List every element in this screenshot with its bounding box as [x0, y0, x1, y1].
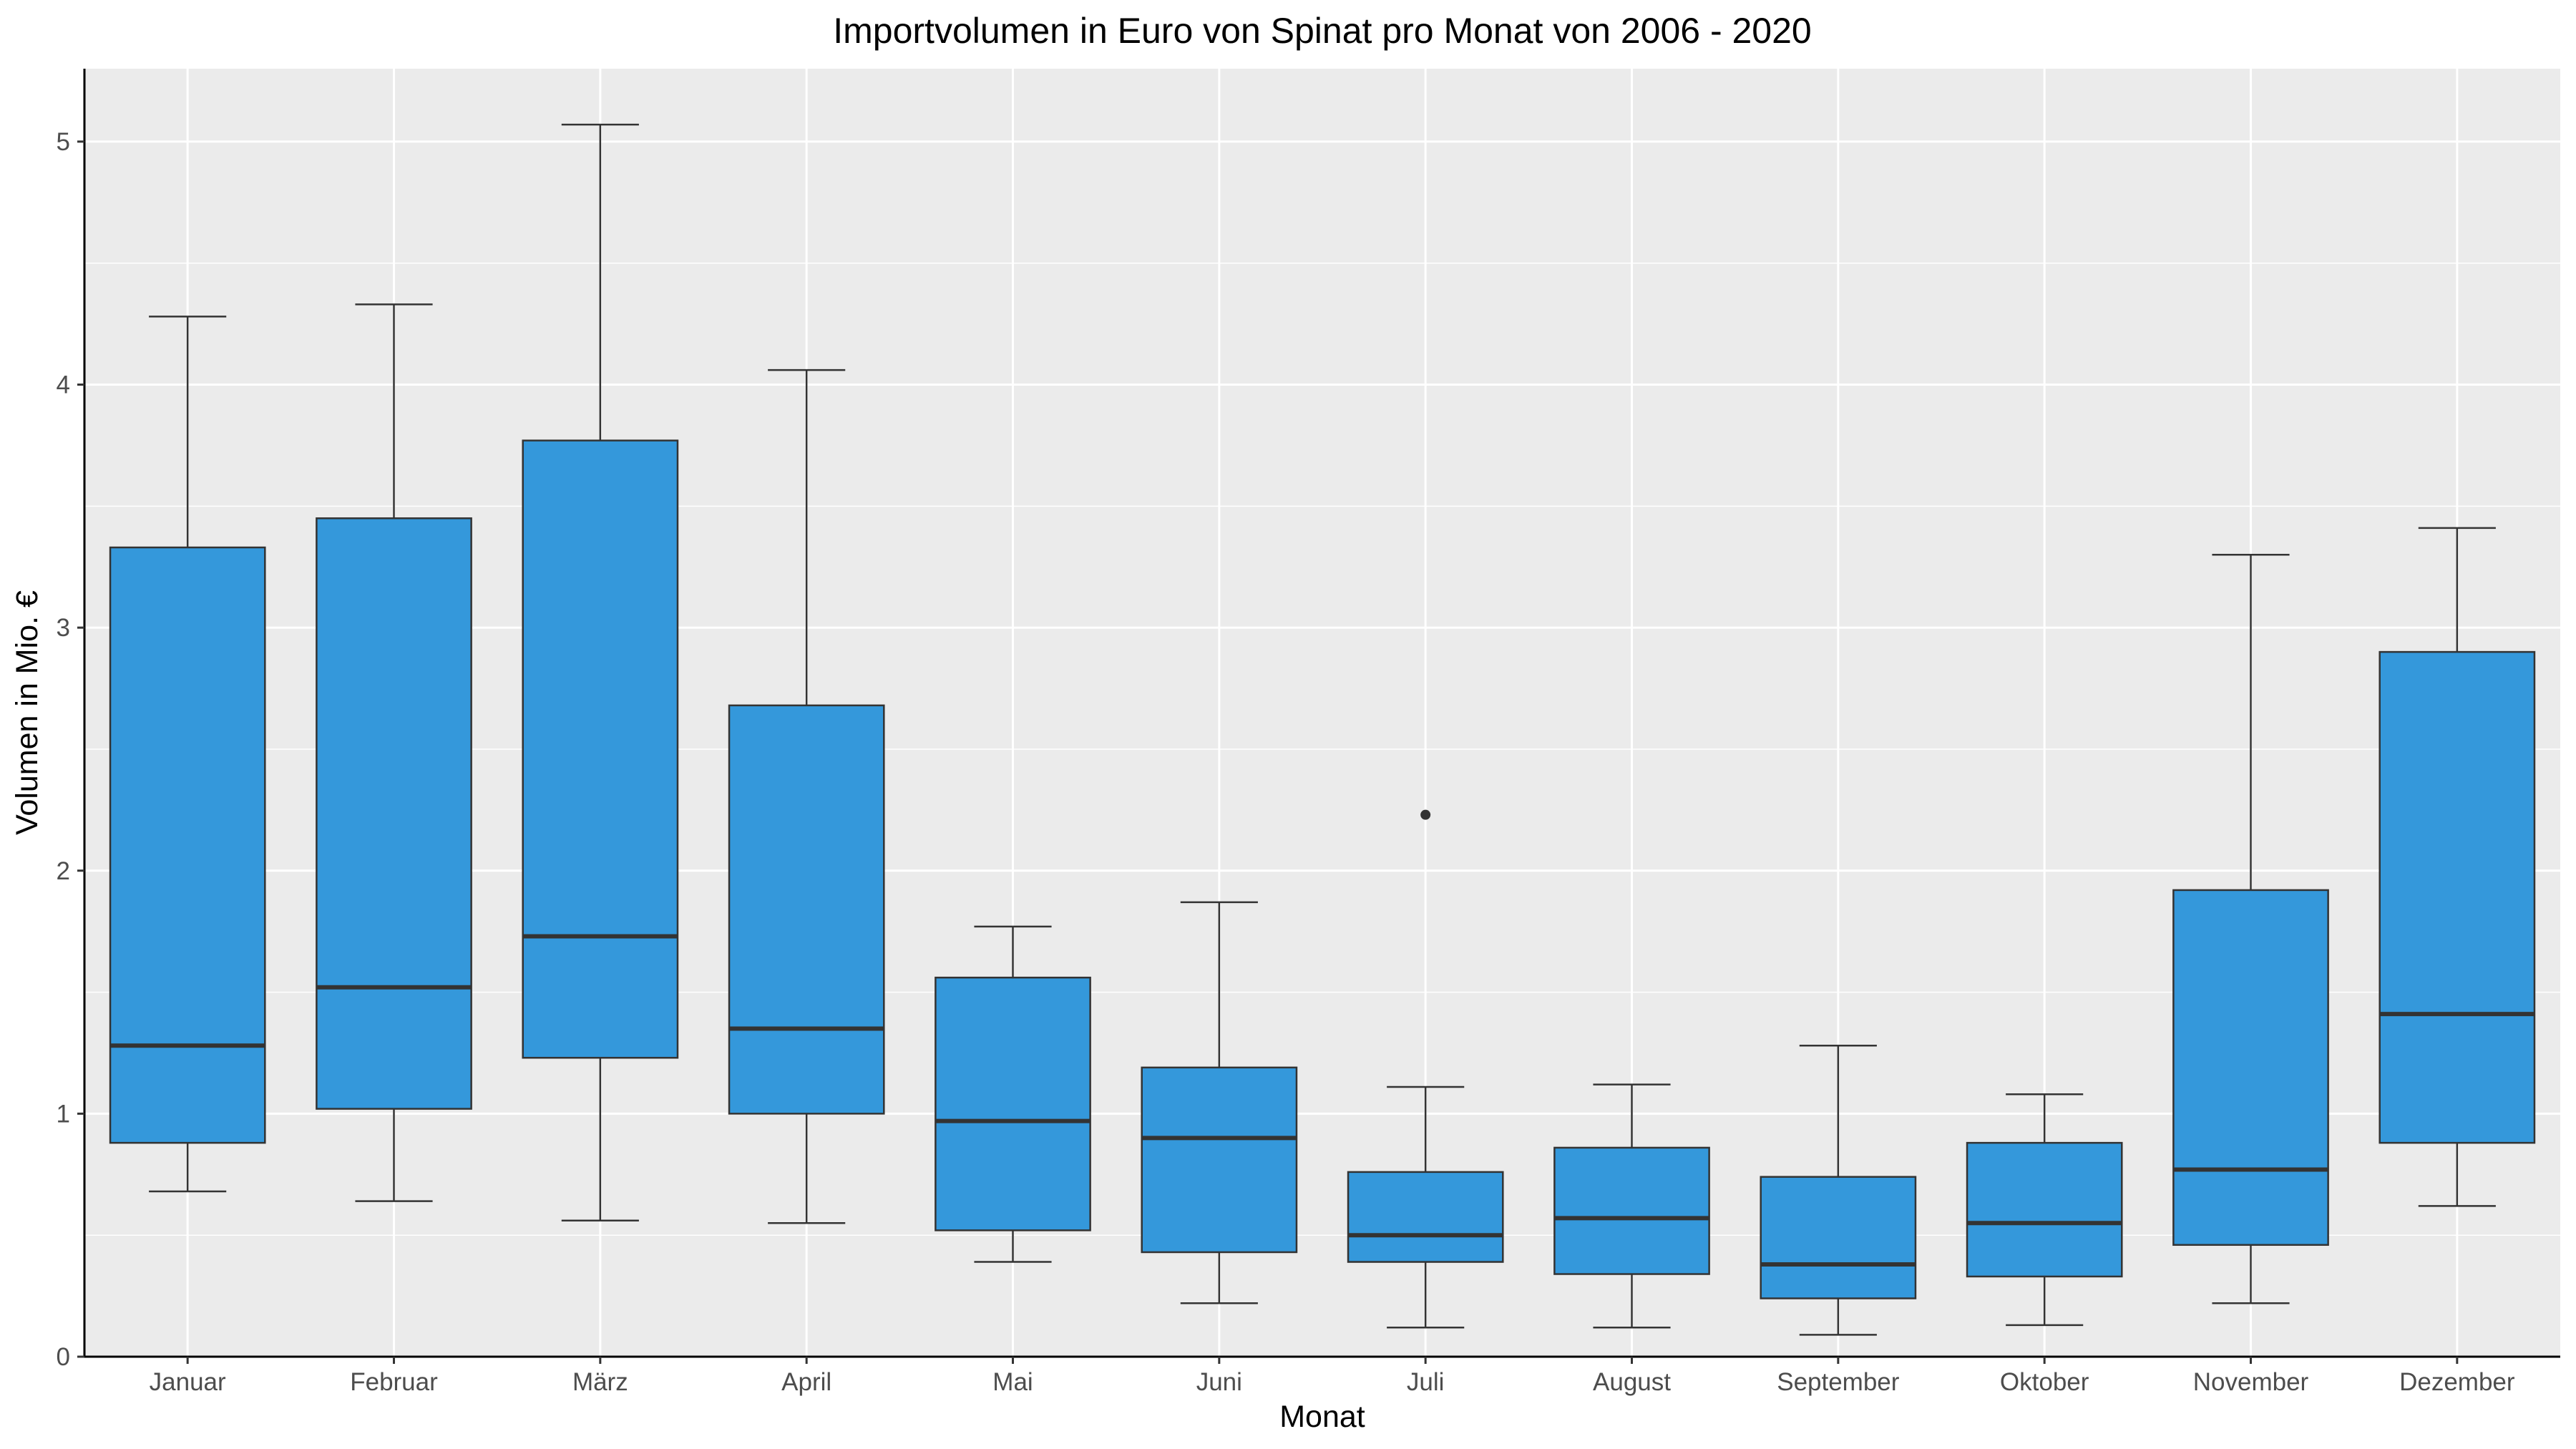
chart-title: Importvolumen in Euro von Spinat pro Mon…	[833, 11, 1811, 51]
box-iqr	[522, 439, 679, 1059]
x-tick-label: Oktober	[2000, 1368, 2089, 1396]
x-tick-label: September	[1777, 1368, 1900, 1396]
outlier-point	[1420, 809, 1431, 820]
axes	[83, 69, 2560, 1358]
box-januar	[109, 316, 266, 1193]
y-tick-label: 1	[57, 1100, 70, 1128]
y-tick-label: 4	[57, 371, 70, 399]
box-iqr	[728, 704, 885, 1115]
box-dezember	[2379, 527, 2536, 1207]
box-iqr	[1141, 1066, 1298, 1254]
box-juni	[1141, 901, 1298, 1304]
box-märz	[522, 123, 679, 1222]
x-tick-label: August	[1593, 1368, 1671, 1396]
box-mai	[935, 925, 1091, 1263]
box-iqr	[316, 517, 472, 1110]
x-tick-label: November	[2193, 1368, 2309, 1396]
x-axis-title: Monat	[1279, 1400, 1365, 1434]
box-iqr	[109, 546, 266, 1144]
boxes	[109, 123, 2536, 1336]
x-tick-label: März	[572, 1368, 628, 1396]
x-tick-label: Februar	[350, 1368, 438, 1396]
box-iqr	[1760, 1176, 1917, 1299]
box-iqr	[1347, 1171, 1504, 1263]
x-tick-label: Mai	[992, 1368, 1033, 1396]
box-iqr	[2379, 650, 2536, 1144]
box-oktober	[1966, 1093, 2123, 1327]
box-februar	[316, 303, 472, 1202]
box-august	[1553, 1083, 1710, 1329]
y-tick-label: 2	[57, 857, 70, 885]
y-tick-label: 5	[57, 128, 70, 156]
box-iqr	[1966, 1141, 2123, 1278]
panel-background	[84, 69, 2560, 1357]
box-iqr	[935, 976, 1091, 1231]
tick-labels: 0 1 2 3 4 5 Januar Februar März April Mai Juni Juli A…	[57, 128, 2515, 1396]
y-tick-label: 3	[57, 614, 70, 642]
box-april	[728, 369, 885, 1224]
x-tick-label: April	[781, 1368, 831, 1396]
box-juli	[1347, 809, 1504, 1329]
x-tick-label: Juni	[1196, 1368, 1242, 1396]
x-tick-label: Januar	[150, 1368, 226, 1396]
y-axis-title: Volumen in Mio. €	[10, 590, 44, 835]
box-iqr	[2172, 889, 2329, 1246]
x-tick-label: Juli	[1407, 1368, 1445, 1396]
box-september	[1760, 1045, 1917, 1336]
y-tick-label: 0	[57, 1343, 70, 1371]
box-iqr	[1553, 1146, 1710, 1275]
x-tick-label: Dezember	[2399, 1368, 2515, 1396]
box-november	[2172, 553, 2329, 1304]
